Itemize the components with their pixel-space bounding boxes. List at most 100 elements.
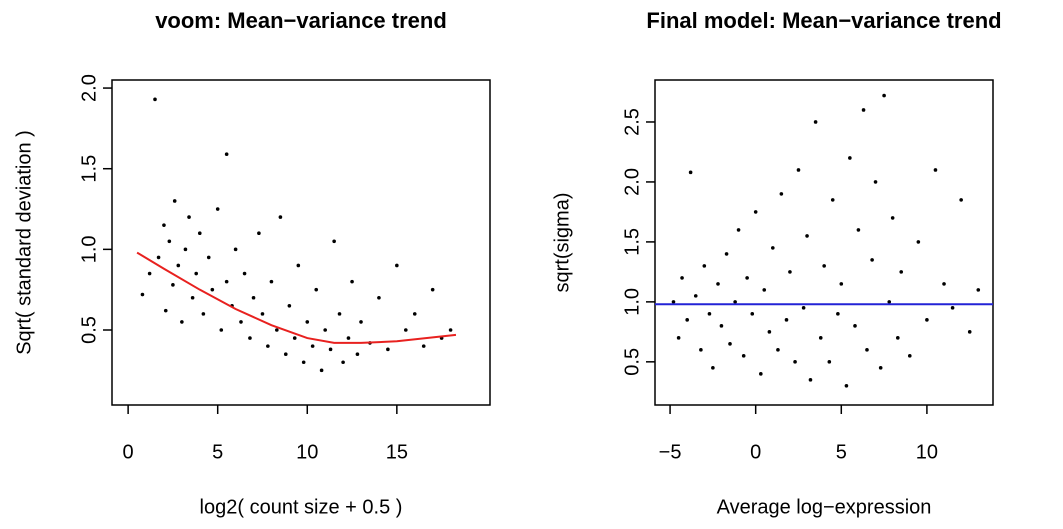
point	[412, 312, 417, 316]
x-tick-label: 0	[750, 441, 761, 463]
x-tick-label: 10	[296, 441, 318, 463]
point	[671, 300, 676, 304]
point	[162, 223, 166, 227]
point	[260, 312, 265, 316]
x-tick-label: 10	[916, 441, 938, 463]
point	[822, 264, 826, 268]
point	[808, 378, 813, 382]
point	[967, 330, 972, 334]
point	[711, 366, 715, 370]
point	[865, 348, 869, 352]
y-tick-label: 2.5	[621, 108, 643, 136]
point	[899, 270, 904, 274]
point	[771, 246, 775, 250]
point	[251, 295, 256, 300]
point	[156, 255, 161, 260]
y-axis-title: Sqrt( standard deviation )	[13, 130, 35, 355]
y-axis-title: sqrt(sigma)	[551, 192, 573, 292]
x-axis-title: Average log−expression	[717, 496, 932, 518]
point	[882, 93, 886, 98]
point	[827, 360, 832, 364]
point	[788, 270, 792, 274]
point	[239, 320, 243, 324]
point	[907, 354, 912, 358]
point	[813, 120, 818, 124]
plot-box	[654, 79, 994, 406]
point	[346, 336, 351, 340]
point	[776, 348, 780, 352]
point	[724, 252, 729, 256]
x-tick-label: 0	[123, 441, 134, 463]
point	[805, 234, 809, 238]
point	[323, 328, 327, 332]
y-tick-label: 2.0	[621, 168, 643, 196]
point	[257, 231, 261, 236]
point	[171, 283, 175, 287]
point	[395, 263, 399, 268]
point	[194, 271, 198, 276]
point	[818, 336, 823, 340]
point	[707, 312, 712, 316]
point	[693, 294, 698, 298]
point	[759, 372, 763, 376]
y-tick-label: 1.0	[621, 288, 643, 316]
point	[233, 247, 238, 252]
point	[856, 228, 861, 232]
y-tick-label: 1.5	[78, 155, 100, 183]
point	[801, 306, 806, 310]
point	[206, 255, 211, 260]
chart-title: Final model: Mean−variance trend	[646, 8, 1001, 33]
point	[736, 228, 741, 232]
point	[676, 336, 681, 340]
point	[224, 279, 229, 284]
point	[278, 215, 283, 219]
point	[147, 271, 152, 276]
point	[430, 287, 435, 292]
point	[844, 384, 849, 388]
point	[753, 210, 758, 214]
point	[830, 198, 835, 202]
y-tick-label: 2.0	[78, 74, 100, 102]
point	[890, 216, 895, 220]
point	[248, 336, 252, 340]
point	[719, 324, 724, 328]
point	[895, 336, 900, 340]
x-tick-label: 15	[386, 441, 408, 463]
point	[688, 170, 693, 175]
point	[873, 180, 878, 184]
point	[745, 276, 749, 280]
point	[224, 152, 229, 156]
point	[861, 108, 866, 112]
x-tick-label: −5	[659, 441, 682, 463]
point	[793, 360, 797, 364]
y-tick-label: 0.5	[78, 316, 100, 344]
point	[266, 344, 270, 348]
point	[784, 318, 789, 322]
point	[699, 348, 703, 352]
point	[305, 320, 310, 324]
point	[215, 207, 220, 211]
point	[140, 292, 145, 297]
point	[287, 304, 292, 308]
point	[187, 215, 191, 219]
trend-line	[136, 251, 457, 344]
point	[197, 231, 202, 236]
point	[350, 279, 354, 284]
y-tick-label: 0.5	[621, 348, 643, 376]
point	[870, 258, 874, 262]
plot-box	[111, 79, 491, 406]
point	[925, 318, 929, 322]
point	[887, 300, 892, 304]
point	[167, 239, 172, 244]
x-axis-title: log2( count size + 0.5 )	[200, 496, 403, 518]
point	[950, 306, 955, 310]
point	[779, 192, 784, 196]
point	[448, 328, 453, 332]
point	[337, 312, 342, 316]
point	[332, 239, 336, 244]
point	[733, 300, 737, 304]
point	[680, 276, 684, 280]
point	[328, 347, 333, 352]
point	[404, 328, 408, 332]
point	[153, 97, 157, 102]
